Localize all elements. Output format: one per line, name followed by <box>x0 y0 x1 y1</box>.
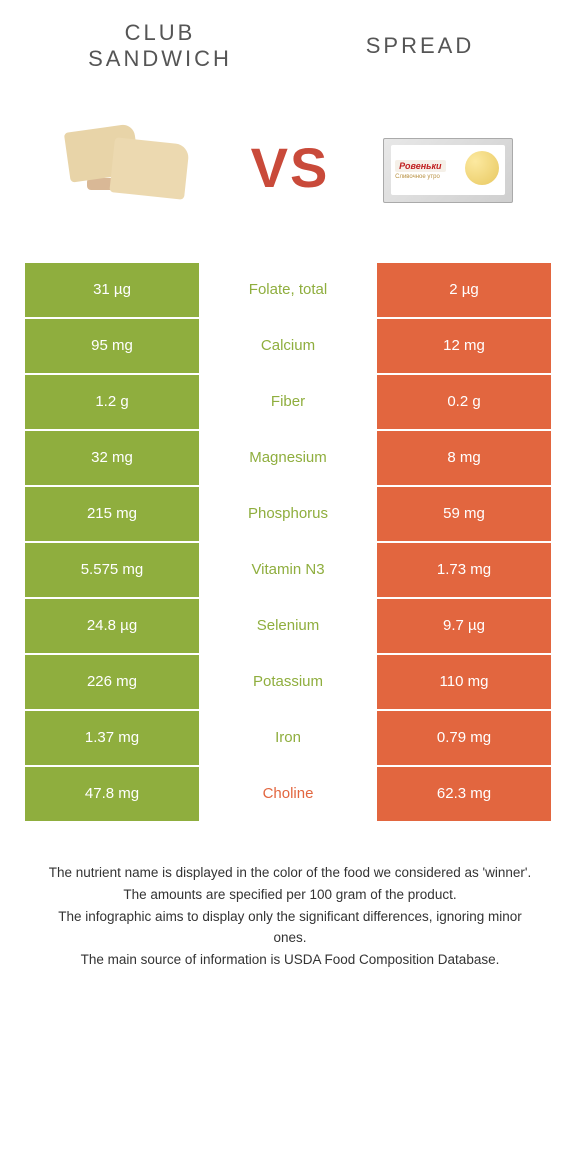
right-value: 62.3 mg <box>377 767 553 823</box>
nutrient-name: Calcium <box>201 319 377 375</box>
left-food-title: CLUB SANDWICH <box>60 20 260 73</box>
right-value: 2 µg <box>377 263 553 319</box>
nutrient-name: Iron <box>201 711 377 767</box>
left-value: 24.8 µg <box>25 599 201 655</box>
right-value: 0.2 g <box>377 375 553 431</box>
nutrient-name: Folate, total <box>201 263 377 319</box>
right-value: 59 mg <box>377 487 553 543</box>
vs-label: VS <box>251 135 330 200</box>
footnote-line: The main source of information is USDA F… <box>40 950 540 970</box>
nutrient-name: Fiber <box>201 375 377 431</box>
right-value: 8 mg <box>377 431 553 487</box>
nutrient-name: Vitamin N3 <box>201 543 377 599</box>
nutrient-name: Choline <box>201 767 377 823</box>
table-row: 5.575 mgVitamin N31.73 mg <box>25 543 555 599</box>
images-row: VS Ровеньки Сливочное утро <box>0 83 580 263</box>
nutrient-name: Magnesium <box>201 431 377 487</box>
right-food-image: Ровеньки Сливочное утро <box>363 113 533 223</box>
table-row: 226 mgPotassium110 mg <box>25 655 555 711</box>
nutrient-name: Phosphorus <box>201 487 377 543</box>
header: CLUB SANDWICH SPREAD <box>0 0 580 83</box>
nutrient-table: 31 µgFolate, total2 µg95 mgCalcium12 mg1… <box>25 263 555 823</box>
right-value: 0.79 mg <box>377 711 553 767</box>
left-value: 31 µg <box>25 263 201 319</box>
right-value: 1.73 mg <box>377 543 553 599</box>
footnote-line: The infographic aims to display only the… <box>40 907 540 948</box>
footnote-line: The nutrient name is displayed in the co… <box>40 863 540 883</box>
right-value: 9.7 µg <box>377 599 553 655</box>
table-row: 24.8 µgSelenium9.7 µg <box>25 599 555 655</box>
footnote-line: The amounts are specified per 100 gram o… <box>40 885 540 905</box>
table-row: 1.37 mgIron0.79 mg <box>25 711 555 767</box>
table-row: 95 mgCalcium12 mg <box>25 319 555 375</box>
table-row: 1.2 gFiber0.2 g <box>25 375 555 431</box>
table-row: 47.8 mgCholine62.3 mg <box>25 767 555 823</box>
left-value: 1.2 g <box>25 375 201 431</box>
table-row: 32 mgMagnesium8 mg <box>25 431 555 487</box>
left-value: 47.8 mg <box>25 767 201 823</box>
left-value: 226 mg <box>25 655 201 711</box>
nutrient-name: Potassium <box>201 655 377 711</box>
right-food-title: SPREAD <box>320 33 520 59</box>
left-value: 1.37 mg <box>25 711 201 767</box>
right-value: 12 mg <box>377 319 553 375</box>
table-row: 31 µgFolate, total2 µg <box>25 263 555 319</box>
table-row: 215 mgPhosphorus59 mg <box>25 487 555 543</box>
footnotes: The nutrient name is displayed in the co… <box>0 823 580 992</box>
nutrient-name: Selenium <box>201 599 377 655</box>
left-value: 95 mg <box>25 319 201 375</box>
left-food-image <box>47 113 217 223</box>
left-value: 32 mg <box>25 431 201 487</box>
right-value: 110 mg <box>377 655 553 711</box>
left-value: 5.575 mg <box>25 543 201 599</box>
left-value: 215 mg <box>25 487 201 543</box>
